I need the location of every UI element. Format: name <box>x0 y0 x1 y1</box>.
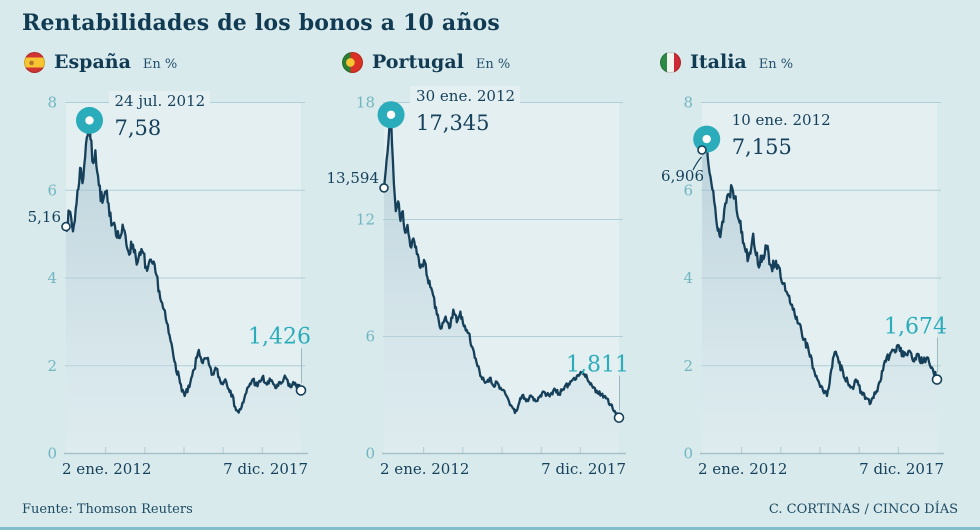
start-value-label: 5,16 <box>27 207 61 226</box>
chart-area-espana: 8 6 4 2 0 2 ene. 2012 7 dic. 2017 24 jul. 2012… <box>22 86 322 480</box>
unit-label: En % <box>142 56 178 72</box>
author-credit: C. CORTINAS / CINCO DÍAS <box>768 502 958 517</box>
svg-text:2: 2 <box>47 357 57 375</box>
yield-chart-portugal: 18 12 6 0 2 ene. 2012 7 dic. 2017 <box>356 94 626 478</box>
svg-text:6: 6 <box>47 181 57 199</box>
svg-text:0: 0 <box>683 445 693 463</box>
start-marker <box>697 145 707 155</box>
start-marker <box>61 221 71 232</box>
source-credit: Fuente: Thomson Reuters <box>22 502 193 517</box>
svg-text:2: 2 <box>683 357 693 375</box>
country-label: Italia <box>690 51 747 73</box>
svg-text:6: 6 <box>365 328 375 346</box>
svg-text:8: 8 <box>47 94 57 112</box>
svg-text:7 dic. 2017: 7 dic. 2017 <box>541 460 626 478</box>
svg-text:2 ene. 2012: 2 ene. 2012 <box>380 460 469 478</box>
italy-flag-icon <box>660 51 681 73</box>
svg-text:0: 0 <box>47 445 57 463</box>
peak-value-label: 17,345 <box>410 110 495 135</box>
start-marker <box>379 183 389 193</box>
country-label: Portugal <box>372 51 464 73</box>
svg-text:7 dic. 2017: 7 dic. 2017 <box>859 460 944 478</box>
portugal-flag-icon <box>342 51 363 73</box>
svg-text:4: 4 <box>683 269 693 287</box>
svg-text:8: 8 <box>683 94 693 112</box>
panel-header-espana: España En % <box>22 48 322 76</box>
svg-text:12: 12 <box>356 211 375 229</box>
yield-chart-espana: 8 6 4 2 0 2 ene. 2012 7 dic. 2017 <box>47 94 308 478</box>
country-label: España <box>54 51 131 73</box>
svg-text:4: 4 <box>47 269 57 287</box>
svg-text:18: 18 <box>356 94 375 112</box>
unit-label: En % <box>475 56 511 72</box>
chart-panel-espana: España En % 8 6 4 2 0 2 ene. 2012 7 dic. 2017 … <box>22 48 322 480</box>
peak-value-label: 7,58 <box>108 116 167 141</box>
end-marker <box>613 412 625 423</box>
end-marker <box>931 374 943 385</box>
start-value-label: 6,906 <box>661 166 704 185</box>
peak-date-label: 24 jul. 2012 <box>108 91 211 112</box>
chart-area-portugal: 18 12 6 0 2 ene. 2012 7 dic. 2017 30 ene. 201… <box>327 85 640 480</box>
panel-header-italia: Italia En % <box>658 48 958 76</box>
page-title: Rentabilidades de los bonos a 10 años <box>22 10 500 36</box>
peak-value-label: 7,155 <box>725 135 797 160</box>
start-value-label: 13,594 <box>326 168 380 187</box>
svg-text:2 ene. 2012: 2 ene. 2012 <box>62 460 151 478</box>
chart-area-italia: 8 6 4 2 0 2 ene. 2012 7 dic. 2017 10 ene. 2012… <box>658 86 958 480</box>
peak-date-label: 30 ene. 2012 <box>410 85 521 106</box>
end-marker <box>295 385 307 396</box>
yield-chart-italia: 8 6 4 2 0 2 ene. 2012 7 dic. 2017 <box>683 94 944 478</box>
unit-label: En % <box>758 56 794 72</box>
bottom-rule <box>0 527 980 530</box>
chart-panels: España En % 8 6 4 2 0 2 ene. 2012 7 dic. 2017 … <box>22 48 958 480</box>
end-value-label: 1,674 <box>884 314 947 340</box>
svg-text:0: 0 <box>365 445 375 463</box>
panel-header-portugal: Portugal En % <box>340 48 640 76</box>
chart-panel-portugal: Portugal En % 18 12 6 0 2 ene. 2012 7 dic. 20… <box>327 48 640 480</box>
end-value-label: 1,811 <box>566 352 629 378</box>
svg-text:2 ene. 2012: 2 ene. 2012 <box>698 460 787 478</box>
spain-flag-icon <box>24 51 45 73</box>
chart-panel-italia: Italia En % 8 6 4 2 0 2 ene. 2012 7 dic. 2017 … <box>658 48 958 480</box>
peak-date-label: 10 ene. 2012 <box>725 110 836 131</box>
end-value-label: 1,426 <box>248 324 311 350</box>
svg-text:6: 6 <box>683 181 693 199</box>
svg-text:7 dic. 2017: 7 dic. 2017 <box>223 460 308 478</box>
